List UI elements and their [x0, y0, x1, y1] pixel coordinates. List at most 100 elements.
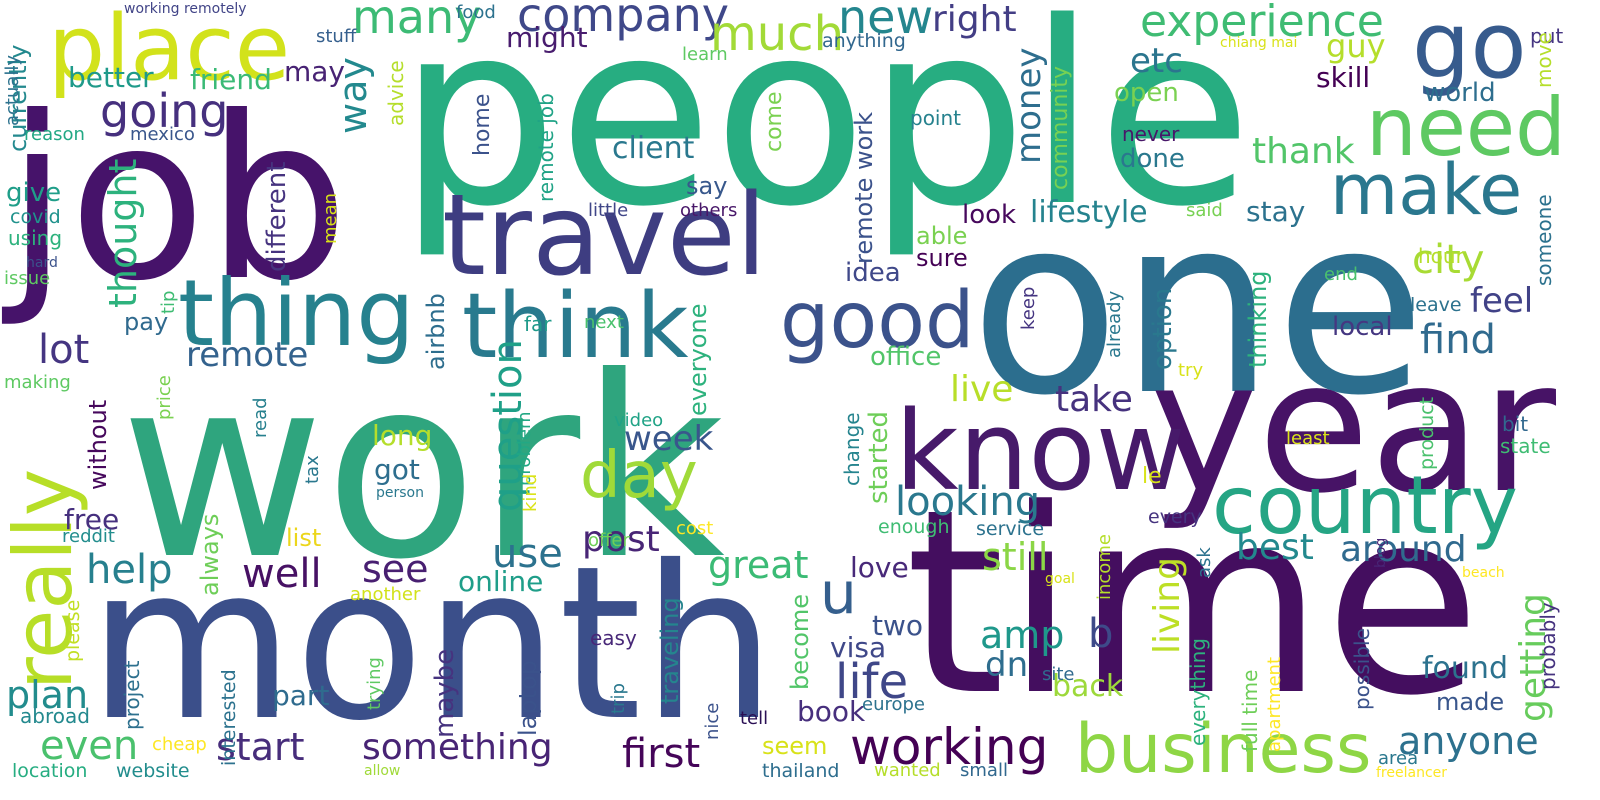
- word: day: [580, 439, 698, 513]
- word: cost: [676, 518, 714, 539]
- word: learn: [682, 44, 728, 65]
- word: first: [622, 731, 701, 777]
- word: world: [1424, 78, 1496, 108]
- word: location: [12, 760, 88, 782]
- word: europe: [862, 694, 925, 715]
- word: next: [584, 312, 624, 333]
- word: feel: [1470, 281, 1534, 321]
- word: seem: [762, 732, 828, 760]
- word: even: [40, 723, 139, 769]
- word: travel: [442, 171, 767, 301]
- word: apartment: [1264, 656, 1285, 752]
- word: list: [286, 524, 322, 552]
- word: live: [950, 369, 1014, 410]
- word: wanted: [874, 760, 941, 781]
- word: interested: [218, 669, 240, 766]
- word: video: [614, 410, 664, 431]
- word: abroad: [20, 704, 90, 728]
- word: year: [1150, 321, 1557, 533]
- word: enough: [878, 516, 950, 538]
- word: keep: [1018, 286, 1039, 330]
- word: part: [272, 679, 330, 712]
- word: site: [1042, 664, 1075, 685]
- word: anything: [822, 30, 906, 52]
- word: easy: [590, 626, 637, 650]
- word: city: [1412, 237, 1485, 283]
- word: long: [372, 419, 433, 452]
- word: covid: [10, 206, 61, 228]
- word: book: [797, 695, 866, 728]
- word: laptop: [514, 660, 542, 736]
- word: may: [284, 55, 346, 88]
- word: local: [1332, 312, 1393, 342]
- word: try: [1178, 360, 1204, 381]
- word: month: [88, 520, 777, 767]
- word: visa: [830, 631, 887, 664]
- word: issue: [4, 268, 51, 289]
- word: freelancer: [1376, 765, 1448, 781]
- word: experience: [1140, 0, 1384, 47]
- word: product: [1416, 396, 1438, 470]
- word: guy: [1326, 27, 1386, 65]
- word: least: [1286, 428, 1330, 449]
- word: going: [100, 84, 229, 138]
- word: idea: [845, 258, 901, 288]
- word: got: [374, 453, 420, 486]
- word: leave: [1410, 294, 1462, 316]
- word: open: [1114, 78, 1179, 108]
- word: remote work: [850, 111, 878, 264]
- word: anyone: [1398, 719, 1539, 763]
- word: said: [1186, 200, 1223, 221]
- word: put: [1530, 24, 1564, 48]
- word: every: [1148, 506, 1202, 528]
- word: reddit: [62, 526, 115, 547]
- word: office: [870, 342, 942, 372]
- word: service: [976, 518, 1045, 540]
- word: place: [48, 0, 291, 101]
- word: tell: [740, 708, 769, 729]
- word: food: [456, 2, 496, 23]
- word: probably: [1536, 602, 1560, 690]
- word: dn: [985, 645, 1029, 685]
- word: back: [1052, 669, 1124, 704]
- word: point: [910, 106, 962, 130]
- word: offer: [588, 530, 630, 551]
- word: love: [850, 551, 909, 584]
- word: better: [68, 61, 154, 94]
- word: making: [4, 372, 71, 393]
- word: b: [1088, 611, 1114, 657]
- word: trip: [608, 683, 629, 714]
- word: remote: [186, 335, 309, 375]
- word: need: [1366, 81, 1566, 174]
- word: pay: [124, 308, 169, 336]
- word: able: [916, 222, 968, 250]
- word: become: [786, 593, 814, 690]
- word: still: [982, 535, 1049, 579]
- word: move: [1532, 32, 1556, 88]
- word: work: [120, 323, 725, 614]
- word: something: [362, 727, 553, 768]
- word: le: [1142, 464, 1162, 489]
- word: website: [116, 760, 190, 782]
- word: tip: [158, 290, 179, 314]
- word: community: [1048, 65, 1073, 190]
- word: always: [196, 513, 224, 596]
- word: hour: [1418, 244, 1464, 268]
- word: others: [680, 200, 738, 221]
- word: state: [1500, 434, 1551, 458]
- word: different: [262, 161, 292, 272]
- word: ask: [1194, 547, 1215, 578]
- word: home: [470, 93, 495, 156]
- word: business: [1075, 710, 1372, 789]
- word: traveling: [656, 597, 684, 704]
- word: give: [6, 178, 62, 208]
- word: nice: [702, 702, 723, 740]
- word: take: [1055, 379, 1133, 420]
- word: time: [905, 455, 1482, 752]
- word: online: [458, 565, 544, 598]
- word: company: [517, 0, 730, 42]
- word: great: [708, 543, 809, 587]
- word: working: [850, 718, 1049, 776]
- word: reason: [24, 124, 85, 145]
